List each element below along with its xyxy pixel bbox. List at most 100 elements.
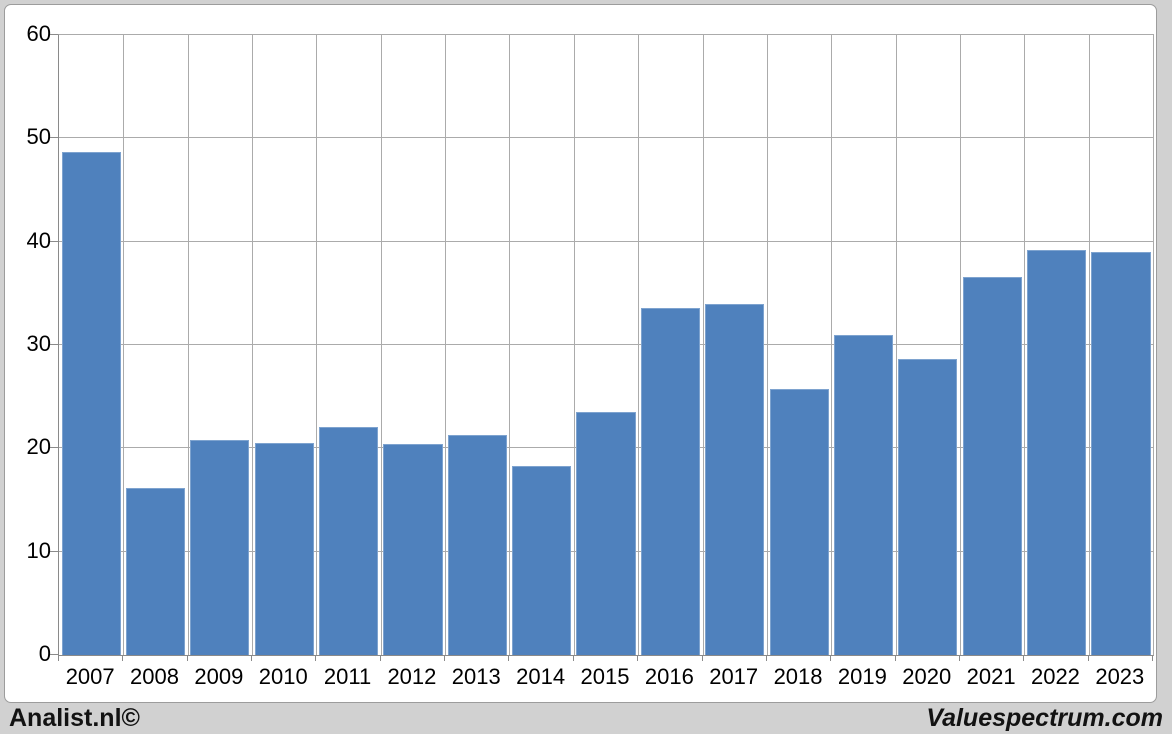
- x-axis-tick: [122, 655, 124, 661]
- bar-cell: [638, 35, 702, 655]
- bar-cell: [316, 35, 380, 655]
- horizontal-gridline: [59, 344, 1153, 345]
- y-axis-label: 10: [26, 537, 51, 563]
- x-axis-tick: [508, 655, 510, 661]
- x-axis-tick: [58, 655, 59, 661]
- x-axis-tick: [444, 655, 446, 661]
- x-axis-label: 2007: [65, 664, 115, 689]
- horizontal-gridline: [59, 240, 1153, 242]
- y-axis-label: 40: [26, 227, 51, 253]
- bar-2013: [447, 434, 507, 655]
- vertical-gridline: [509, 35, 511, 655]
- y-axis-label: 20: [26, 434, 51, 460]
- bar-cell: [123, 35, 187, 655]
- x-axis-label: 2023: [1095, 664, 1145, 689]
- vertical-gridline: [445, 35, 447, 655]
- x-axis-label: 2022: [1030, 664, 1080, 689]
- horizontal-gridline: [59, 137, 1153, 139]
- y-axis-tick: [50, 34, 58, 35]
- bar-2017: [705, 303, 765, 655]
- x-axis-tick: [1152, 655, 1153, 661]
- x-axis-label: 2008: [130, 664, 179, 689]
- bar-2011: [319, 426, 379, 655]
- y-axis-label: 50: [26, 124, 51, 150]
- x-axis-tick: [894, 655, 896, 661]
- x-axis-tick: [186, 655, 188, 661]
- bar-2015: [576, 412, 636, 655]
- x-axis-label: 2009: [194, 664, 244, 689]
- vertical-gridline: [573, 35, 575, 655]
- x-axis-label: 2015: [580, 664, 630, 689]
- bar-2012: [383, 444, 443, 655]
- x-axis-label: 2021: [966, 664, 1016, 689]
- x-axis-label: 2011: [323, 664, 372, 689]
- bar-cell: [1089, 35, 1153, 655]
- bar-cell: [1024, 35, 1088, 655]
- bar-cell: [960, 35, 1024, 655]
- bars-layer: [59, 35, 1153, 655]
- bar-2020: [898, 359, 958, 655]
- bar-cell: [767, 35, 831, 655]
- y-axis-tick: [50, 654, 58, 655]
- x-axis-tick: [701, 655, 703, 661]
- bar-2019: [833, 334, 894, 655]
- bar-2023: [1091, 252, 1151, 655]
- bar-2008: [125, 487, 186, 655]
- vertical-gridline: [702, 35, 704, 655]
- bar-2016: [640, 307, 700, 655]
- x-axis-tick: [765, 655, 767, 661]
- bar-cell: [445, 35, 509, 655]
- y-axis-label: 0: [38, 641, 51, 666]
- bar-cell: [831, 35, 895, 655]
- x-axis-label: 2016: [644, 664, 694, 689]
- x-axis-label: 2012: [387, 664, 437, 689]
- bar-2021: [962, 276, 1022, 655]
- x-axis-tick: [251, 655, 253, 661]
- x-axis-label: 2017: [709, 664, 759, 689]
- vertical-gridline: [187, 35, 189, 655]
- vertical-gridline: [831, 35, 833, 655]
- vertical-gridline: [895, 35, 897, 655]
- vertical-gridline: [380, 35, 382, 655]
- valuespectrum-watermark: Valuespectrum.com: [926, 704, 1163, 732]
- y-axis-tick: [50, 137, 58, 139]
- chart-panel: 0 10 20 30 40 50 60 2007 2008 2009 2010 2011 2012 201…: [4, 4, 1157, 703]
- bar-cell: [188, 35, 252, 655]
- footer-bar: Analist.nl© Valuespectrum.com: [0, 703, 1172, 734]
- plot-area: [58, 34, 1154, 656]
- vertical-gridline: [959, 35, 961, 655]
- bar-cell: [381, 35, 445, 655]
- vertical-gridline: [638, 35, 640, 655]
- bar-2022: [1026, 249, 1087, 655]
- vertical-gridline: [1024, 35, 1026, 655]
- bar-cell: [252, 35, 316, 655]
- x-axis-tick: [379, 655, 381, 661]
- x-axis-tick: [830, 655, 832, 661]
- y-axis-label: 60: [26, 21, 51, 46]
- vertical-gridline: [766, 35, 768, 655]
- x-axis-tick: [958, 655, 960, 661]
- bar-2018: [769, 389, 829, 655]
- bar-2007: [61, 151, 121, 655]
- y-axis-tick: [50, 240, 58, 242]
- x-axis-label: 2020: [902, 664, 952, 689]
- x-axis-label: 2019: [837, 664, 887, 689]
- bar-2009: [190, 440, 250, 655]
- bar-2010: [254, 443, 314, 655]
- y-axis-tick: [50, 447, 58, 449]
- vertical-gridline: [316, 35, 318, 655]
- x-axis-label: 2014: [516, 664, 566, 689]
- x-axis-label: 2013: [451, 664, 501, 689]
- y-axis-label: 30: [26, 331, 51, 356]
- vertical-gridline: [123, 35, 125, 655]
- x-axis-tick: [572, 655, 574, 661]
- bar-cell: [59, 35, 123, 655]
- y-axis-tick: [50, 550, 58, 552]
- x-axis-tick: [637, 655, 639, 661]
- bar-cell: [510, 35, 574, 655]
- vertical-gridline: [1088, 35, 1090, 655]
- x-axis-label: 2010: [258, 664, 308, 689]
- x-axis-tick: [315, 655, 317, 661]
- bar-cell: [574, 35, 638, 655]
